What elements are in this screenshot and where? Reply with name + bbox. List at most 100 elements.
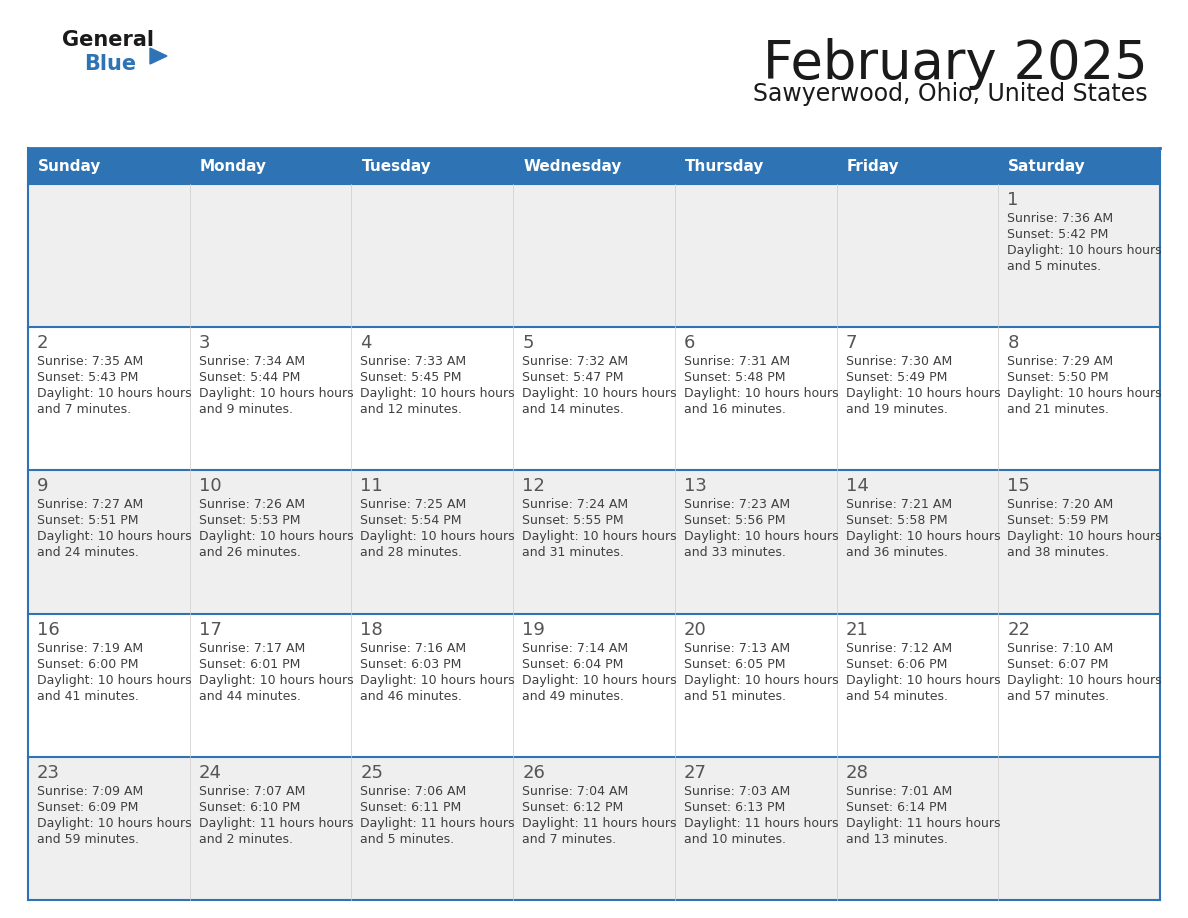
- Text: Daylight: 10 hours hours: Daylight: 10 hours hours: [1007, 244, 1162, 257]
- Text: Sunset: 5:59 PM: Sunset: 5:59 PM: [1007, 514, 1108, 528]
- Text: Sawyerwood, Ohio, United States: Sawyerwood, Ohio, United States: [753, 82, 1148, 106]
- Text: 24: 24: [198, 764, 222, 782]
- Text: Sunset: 6:07 PM: Sunset: 6:07 PM: [1007, 657, 1108, 671]
- Text: and 24 minutes.: and 24 minutes.: [37, 546, 139, 559]
- Text: Sunset: 6:13 PM: Sunset: 6:13 PM: [684, 800, 785, 813]
- Text: and 9 minutes.: and 9 minutes.: [198, 403, 292, 416]
- Text: 25: 25: [360, 764, 384, 782]
- Text: Sunset: 5:54 PM: Sunset: 5:54 PM: [360, 514, 462, 528]
- Text: Sunday: Sunday: [38, 159, 101, 174]
- Text: Sunset: 5:51 PM: Sunset: 5:51 PM: [37, 514, 139, 528]
- Text: Sunset: 6:01 PM: Sunset: 6:01 PM: [198, 657, 301, 671]
- Text: Daylight: 10 hours hours: Daylight: 10 hours hours: [360, 387, 516, 400]
- Text: Sunrise: 7:31 AM: Sunrise: 7:31 AM: [684, 355, 790, 368]
- Text: Daylight: 10 hours hours: Daylight: 10 hours hours: [846, 531, 1000, 543]
- Text: General: General: [62, 30, 154, 50]
- Text: Daylight: 10 hours hours: Daylight: 10 hours hours: [198, 387, 353, 400]
- Text: 9: 9: [37, 477, 49, 496]
- Text: 13: 13: [684, 477, 707, 496]
- Text: 3: 3: [198, 334, 210, 353]
- Text: Tuesday: Tuesday: [361, 159, 431, 174]
- Text: Sunset: 5:53 PM: Sunset: 5:53 PM: [198, 514, 301, 528]
- Text: Sunset: 6:05 PM: Sunset: 6:05 PM: [684, 657, 785, 671]
- Text: February 2025: February 2025: [763, 38, 1148, 90]
- Text: Daylight: 10 hours hours: Daylight: 10 hours hours: [684, 531, 839, 543]
- Text: 28: 28: [846, 764, 868, 782]
- Text: Sunset: 6:00 PM: Sunset: 6:00 PM: [37, 657, 139, 671]
- Text: Sunset: 6:06 PM: Sunset: 6:06 PM: [846, 657, 947, 671]
- Text: Sunset: 6:11 PM: Sunset: 6:11 PM: [360, 800, 462, 813]
- Text: and 33 minutes.: and 33 minutes.: [684, 546, 785, 559]
- Text: Sunrise: 7:21 AM: Sunrise: 7:21 AM: [846, 498, 952, 511]
- Bar: [29, 756, 1159, 900]
- Text: Sunset: 6:12 PM: Sunset: 6:12 PM: [523, 800, 624, 813]
- Text: and 36 minutes.: and 36 minutes.: [846, 546, 948, 559]
- Text: Daylight: 10 hours hours: Daylight: 10 hours hours: [360, 674, 516, 687]
- Text: Daylight: 11 hours hours: Daylight: 11 hours hours: [684, 817, 839, 830]
- Text: Daylight: 11 hours hours: Daylight: 11 hours hours: [523, 817, 677, 830]
- Text: Sunrise: 7:06 AM: Sunrise: 7:06 AM: [360, 785, 467, 798]
- Polygon shape: [150, 48, 168, 64]
- Text: Sunset: 5:44 PM: Sunset: 5:44 PM: [198, 371, 301, 385]
- Text: and 7 minutes.: and 7 minutes.: [523, 833, 617, 845]
- Text: Daylight: 10 hours hours: Daylight: 10 hours hours: [37, 531, 191, 543]
- Text: Daylight: 10 hours hours: Daylight: 10 hours hours: [684, 387, 839, 400]
- Text: and 26 minutes.: and 26 minutes.: [198, 546, 301, 559]
- Text: Daylight: 10 hours hours: Daylight: 10 hours hours: [37, 817, 191, 830]
- Text: Daylight: 10 hours hours: Daylight: 10 hours hours: [846, 674, 1000, 687]
- Text: Sunrise: 7:13 AM: Sunrise: 7:13 AM: [684, 642, 790, 655]
- Text: and 38 minutes.: and 38 minutes.: [1007, 546, 1110, 559]
- Text: and 13 minutes.: and 13 minutes.: [846, 833, 948, 845]
- Text: Sunset: 5:56 PM: Sunset: 5:56 PM: [684, 514, 785, 528]
- Text: Sunrise: 7:27 AM: Sunrise: 7:27 AM: [37, 498, 144, 511]
- Text: Daylight: 10 hours hours: Daylight: 10 hours hours: [1007, 531, 1162, 543]
- Text: Sunset: 5:48 PM: Sunset: 5:48 PM: [684, 371, 785, 385]
- Text: and 2 minutes.: and 2 minutes.: [198, 833, 292, 845]
- Text: 10: 10: [198, 477, 221, 496]
- Text: 23: 23: [37, 764, 61, 782]
- Text: Sunrise: 7:16 AM: Sunrise: 7:16 AM: [360, 642, 467, 655]
- Text: 2: 2: [37, 334, 49, 353]
- Text: Sunset: 6:14 PM: Sunset: 6:14 PM: [846, 800, 947, 813]
- Text: Sunrise: 7:17 AM: Sunrise: 7:17 AM: [198, 642, 305, 655]
- Text: and 41 minutes.: and 41 minutes.: [37, 689, 139, 702]
- Text: Daylight: 10 hours hours: Daylight: 10 hours hours: [37, 674, 191, 687]
- Text: and 10 minutes.: and 10 minutes.: [684, 833, 785, 845]
- Text: and 16 minutes.: and 16 minutes.: [684, 403, 785, 416]
- Text: Daylight: 10 hours hours: Daylight: 10 hours hours: [523, 387, 677, 400]
- Text: Wednesday: Wednesday: [523, 159, 621, 174]
- Bar: [29, 184, 1159, 327]
- Bar: [29, 148, 1159, 900]
- Bar: [29, 327, 1159, 470]
- Text: Sunset: 5:58 PM: Sunset: 5:58 PM: [846, 514, 947, 528]
- Text: Friday: Friday: [847, 159, 899, 174]
- Text: Sunrise: 7:35 AM: Sunrise: 7:35 AM: [37, 355, 144, 368]
- Text: Daylight: 10 hours hours: Daylight: 10 hours hours: [1007, 387, 1162, 400]
- Text: Sunrise: 7:26 AM: Sunrise: 7:26 AM: [198, 498, 305, 511]
- Text: Sunrise: 7:20 AM: Sunrise: 7:20 AM: [1007, 498, 1113, 511]
- Text: and 5 minutes.: and 5 minutes.: [1007, 260, 1101, 273]
- Text: Sunrise: 7:33 AM: Sunrise: 7:33 AM: [360, 355, 467, 368]
- Text: Daylight: 10 hours hours: Daylight: 10 hours hours: [198, 674, 353, 687]
- Text: Sunset: 5:47 PM: Sunset: 5:47 PM: [523, 371, 624, 385]
- Text: 15: 15: [1007, 477, 1030, 496]
- Text: Sunrise: 7:24 AM: Sunrise: 7:24 AM: [523, 498, 628, 511]
- Text: and 28 minutes.: and 28 minutes.: [360, 546, 462, 559]
- Text: 26: 26: [523, 764, 545, 782]
- Text: Daylight: 10 hours hours: Daylight: 10 hours hours: [846, 387, 1000, 400]
- Text: and 44 minutes.: and 44 minutes.: [198, 689, 301, 702]
- Text: Sunset: 5:50 PM: Sunset: 5:50 PM: [1007, 371, 1108, 385]
- Text: 4: 4: [360, 334, 372, 353]
- Text: Sunrise: 7:36 AM: Sunrise: 7:36 AM: [1007, 212, 1113, 225]
- Text: and 57 minutes.: and 57 minutes.: [1007, 689, 1110, 702]
- Text: 5: 5: [523, 334, 533, 353]
- Text: Sunrise: 7:23 AM: Sunrise: 7:23 AM: [684, 498, 790, 511]
- Text: and 54 minutes.: and 54 minutes.: [846, 689, 948, 702]
- Bar: [29, 148, 1159, 184]
- Text: Sunset: 6:03 PM: Sunset: 6:03 PM: [360, 657, 462, 671]
- Text: and 12 minutes.: and 12 minutes.: [360, 403, 462, 416]
- Text: Sunrise: 7:30 AM: Sunrise: 7:30 AM: [846, 355, 952, 368]
- Text: Sunrise: 7:29 AM: Sunrise: 7:29 AM: [1007, 355, 1113, 368]
- Text: and 46 minutes.: and 46 minutes.: [360, 689, 462, 702]
- Text: Sunrise: 7:01 AM: Sunrise: 7:01 AM: [846, 785, 952, 798]
